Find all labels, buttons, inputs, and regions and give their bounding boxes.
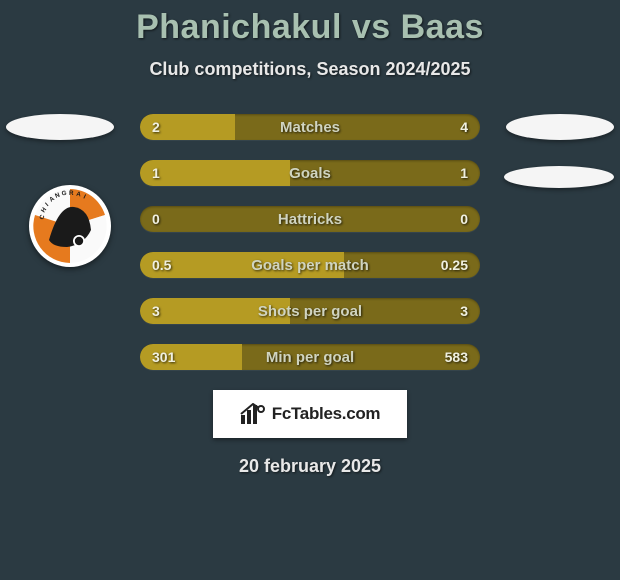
right-player-oval-2: [504, 166, 614, 188]
page-title: Phanichakul vs Baas: [0, 0, 620, 47]
stat-bar: 33Shots per goal: [140, 298, 480, 324]
fctables-logo-icon: [240, 403, 266, 425]
bar-left-value: 0: [152, 206, 160, 232]
bar-left-fill: [140, 160, 290, 186]
stat-bar: 11Goals: [140, 160, 480, 186]
club-badge-icon: CHIANGRAI C H I A N G R A I: [29, 185, 111, 267]
stat-bar: 24Matches: [140, 114, 480, 140]
bar-right-value: 583: [445, 344, 468, 370]
right-player-oval-1: [506, 114, 614, 140]
bar-right-value: 3: [460, 298, 468, 324]
left-player-oval: [6, 114, 114, 140]
bar-left-fill: [140, 298, 290, 324]
bar-right-value: 1: [460, 160, 468, 186]
stat-bar: 0.50.25Goals per match: [140, 252, 480, 278]
club-badge: CHIANGRAI C H I A N G R A I: [29, 185, 111, 267]
comparison-area: CHIANGRAI C H I A N G R A I 24Matches11G…: [0, 114, 620, 370]
fctables-watermark: FcTables.com: [213, 390, 407, 438]
date-line: 20 february 2025: [0, 456, 620, 477]
svg-text:R: R: [69, 190, 74, 197]
stat-bars: 24Matches11Goals00Hattricks0.50.25Goals …: [140, 114, 480, 370]
bar-left-value: 2: [152, 114, 160, 140]
bar-left-value: 301: [152, 344, 175, 370]
bar-right-value: 4: [460, 114, 468, 140]
bar-label: Hattricks: [140, 206, 480, 232]
stat-bar: 0 0Hattricks: [140, 206, 480, 232]
bar-left-value: 0.5: [152, 252, 171, 278]
bar-left-value: 1: [152, 160, 160, 186]
bar-right-value: 0.25: [441, 252, 468, 278]
bar-left-value: 3: [152, 298, 160, 324]
stat-bar: 301583Min per goal: [140, 344, 480, 370]
bar-right-value: 0: [460, 206, 468, 232]
subtitle: Club competitions, Season 2024/2025: [0, 59, 620, 80]
fctables-label: FcTables.com: [272, 404, 381, 424]
